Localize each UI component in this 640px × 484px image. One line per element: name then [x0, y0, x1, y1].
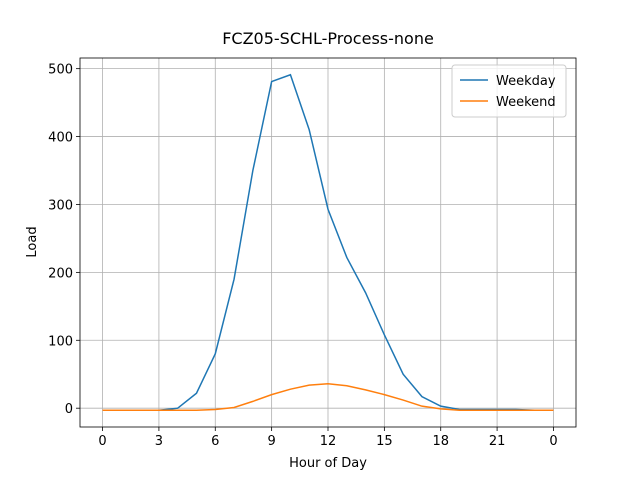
- y-tick-label: 400: [48, 131, 73, 146]
- x-tick-label: 15: [376, 434, 393, 449]
- y-axis-label: Load: [25, 226, 40, 257]
- grid: [80, 58, 576, 427]
- y-tick-label: 200: [48, 266, 73, 281]
- legend-label: Weekday: [496, 74, 556, 89]
- legend-label: Weekend: [496, 95, 556, 110]
- y-tick-label: 0: [65, 402, 73, 417]
- x-tick-label: 12: [320, 434, 337, 449]
- x-tick-label: 9: [267, 434, 275, 449]
- x-tick-label: 21: [489, 434, 506, 449]
- x-tick-label: 0: [98, 434, 106, 449]
- lines: [102, 73, 554, 411]
- x-tick-label: 0: [549, 434, 557, 449]
- x-tick-label: 18: [432, 434, 449, 449]
- legend-box: [451, 64, 567, 118]
- y-tick-label: 500: [48, 63, 73, 78]
- legend: Weekday Weekend: [451, 64, 567, 118]
- y-tick-label: 300: [48, 198, 73, 213]
- chart-title: FCZ05-SCHL-Process-none: [222, 29, 434, 48]
- x-axis-label: Hour of Day: [289, 456, 367, 471]
- series-line: [102, 382, 554, 411]
- x-tick-label: 6: [211, 434, 219, 449]
- y-tick-label: 100: [48, 334, 73, 349]
- x-tick-label: 3: [155, 434, 163, 449]
